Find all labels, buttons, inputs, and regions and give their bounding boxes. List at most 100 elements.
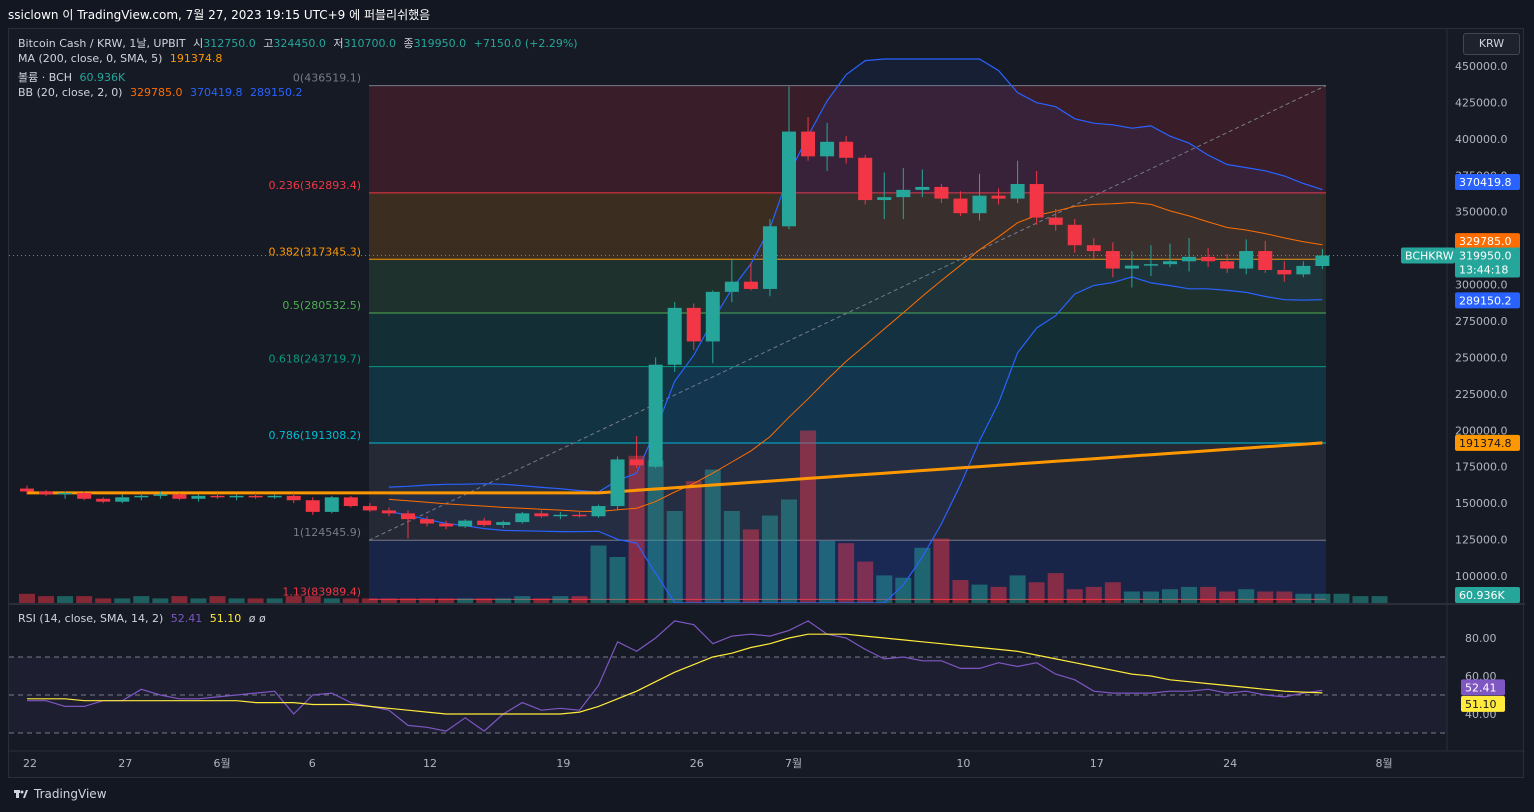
volume-bar — [438, 598, 455, 603]
candle-body — [439, 523, 454, 527]
candle-body — [820, 141, 835, 157]
volume-bar — [1238, 589, 1255, 603]
chart-container[interactable]: 0(436519.1) 0.236(362893.4) 0.382(317345.3… — [8, 28, 1525, 779]
time-tick-label: 12 — [423, 757, 437, 770]
currency-button[interactable]: KRW — [1463, 33, 1520, 55]
fib-level-label: 0.618(243719.7) — [268, 353, 361, 366]
bb-basis-tag: 329785.0 — [1459, 235, 1512, 248]
candle-body — [534, 513, 549, 517]
candle-body — [1201, 256, 1216, 262]
candle-body — [134, 495, 149, 498]
legend-ma-label: MA (200, close, 0, SMA, 5) — [18, 52, 163, 65]
time-axis[interactable]: 22 27 6월 6 12 19 26 7월 10 17 24 8월 — [9, 750, 1525, 770]
legend-rsi-value: 52.41 — [170, 612, 203, 625]
legend-c: 319950.0 — [413, 37, 467, 50]
volume-bar — [323, 598, 340, 603]
candle-body — [115, 497, 130, 502]
time-tick-label: 6 — [309, 757, 316, 770]
rsi-value-tag: 52.41 — [1465, 681, 1497, 694]
volume-bar — [761, 515, 778, 603]
candle-body — [515, 513, 530, 523]
countdown-tag: 13:44:18 — [1459, 264, 1508, 277]
volume-bar — [1333, 593, 1350, 603]
bb-lower-tag-bg — [1455, 292, 1520, 309]
candle-body — [96, 498, 111, 502]
candle-body — [1086, 245, 1101, 252]
candle-body — [1220, 261, 1235, 269]
volume-bar — [76, 596, 93, 603]
ticker-tag: BCHKRW — [1405, 250, 1454, 263]
tradingview-logo-icon — [14, 790, 28, 798]
candle-body — [401, 513, 415, 520]
legend-h: 324450.0 — [273, 37, 326, 50]
tradingview-brand[interactable]: TradingView — [14, 787, 107, 801]
volume-bar — [228, 598, 245, 603]
volume-bar — [1162, 589, 1178, 603]
candle-body — [667, 307, 682, 365]
legend-symbol-name: Bitcoin Cash / KRW, 1날, UPBIT — [18, 37, 186, 50]
legend-ma-value: 191374.8 — [169, 52, 223, 65]
price-tick-label: 175000.0 — [1455, 461, 1508, 474]
volume-bar — [1142, 591, 1159, 603]
volume-bar — [304, 596, 321, 603]
volume-bar — [476, 598, 493, 603]
legend-vol-value: 60.936K — [79, 71, 126, 84]
volume-bar — [361, 598, 378, 603]
fib-zone — [369, 312, 1326, 367]
legend-bb-upper: 370419.8 — [189, 86, 243, 99]
legend-bb[interactable]: BB (20, close, 2, 0) 329785.0 370419.8 2… — [18, 86, 306, 99]
volume-bar — [457, 598, 474, 603]
bb-upper-tag-bg — [1455, 173, 1520, 190]
fib-zone — [369, 85, 1326, 193]
candle-body — [477, 520, 492, 525]
brand-label: TradingView — [34, 787, 107, 801]
legend-bb-lower: 289150.2 — [249, 86, 303, 99]
volume-bars — [19, 430, 1388, 603]
price-tick-label: 300000.0 — [1455, 279, 1508, 292]
price-tick-label: 100000.0 — [1455, 570, 1508, 583]
fib-trend-line — [368, 85, 1327, 541]
candle-body — [1296, 265, 1311, 275]
candle-body — [58, 492, 73, 495]
candle-body — [991, 195, 1006, 199]
last-price-tag-bg — [1455, 247, 1520, 278]
time-tick-label: 22 — [23, 757, 37, 770]
fib-level-label: 0.5(280532.5) — [282, 299, 361, 312]
legend-rsi[interactable]: RSI (14, close, SMA, 14, 2) 52.41 51.10 … — [18, 612, 270, 625]
candle-body — [1258, 251, 1273, 270]
candle-body — [420, 519, 435, 524]
volume-bar — [685, 481, 702, 603]
price-tick-label: 250000.0 — [1455, 351, 1508, 364]
chart-canvas[interactable]: 0(436519.1) 0.236(362893.4) 0.382(317345.3… — [9, 29, 1525, 779]
bb-basis-tag-bg — [1455, 233, 1520, 250]
rsi-line — [27, 620, 1323, 732]
candle-body — [20, 488, 34, 492]
fib-zone — [369, 192, 1326, 260]
volume-bar — [1047, 573, 1064, 603]
candle-body — [381, 510, 396, 514]
legend-vol-label: 볼륨 · BCH — [18, 71, 73, 84]
rsi-ma-tag-bg — [1461, 695, 1505, 712]
volume-bar — [190, 598, 207, 603]
legend-ma[interactable]: MA (200, close, 0, SMA, 5) 191374.8 — [18, 52, 226, 65]
volume-bar — [285, 596, 302, 603]
volume-bar — [533, 598, 550, 603]
legend-volume[interactable]: 볼륨 · BCH 60.936K — [18, 69, 129, 85]
volume-bar — [1123, 591, 1140, 603]
volume-bar — [990, 586, 1007, 603]
volume-bar — [704, 469, 721, 603]
volume-tag-bg — [1455, 587, 1520, 603]
candle-body — [496, 522, 511, 525]
candle-body — [629, 459, 644, 466]
bb-upper-line — [388, 58, 1323, 493]
price-axis[interactable]: 450000.0425000.0400000.0375000.0350000.0… — [1401, 29, 1520, 751]
time-tick-label: 8월 — [1376, 757, 1393, 770]
candle-body — [343, 497, 358, 507]
candle-body — [248, 495, 263, 498]
candle-body — [591, 506, 606, 517]
volume-bar — [933, 538, 950, 603]
last-price-tag: 319950.0 — [1459, 250, 1512, 263]
fib-level-label: 0.236(362893.4) — [268, 179, 361, 192]
candle-body — [39, 491, 54, 495]
fib-level-label: 1.13(83989.4) — [282, 585, 361, 598]
